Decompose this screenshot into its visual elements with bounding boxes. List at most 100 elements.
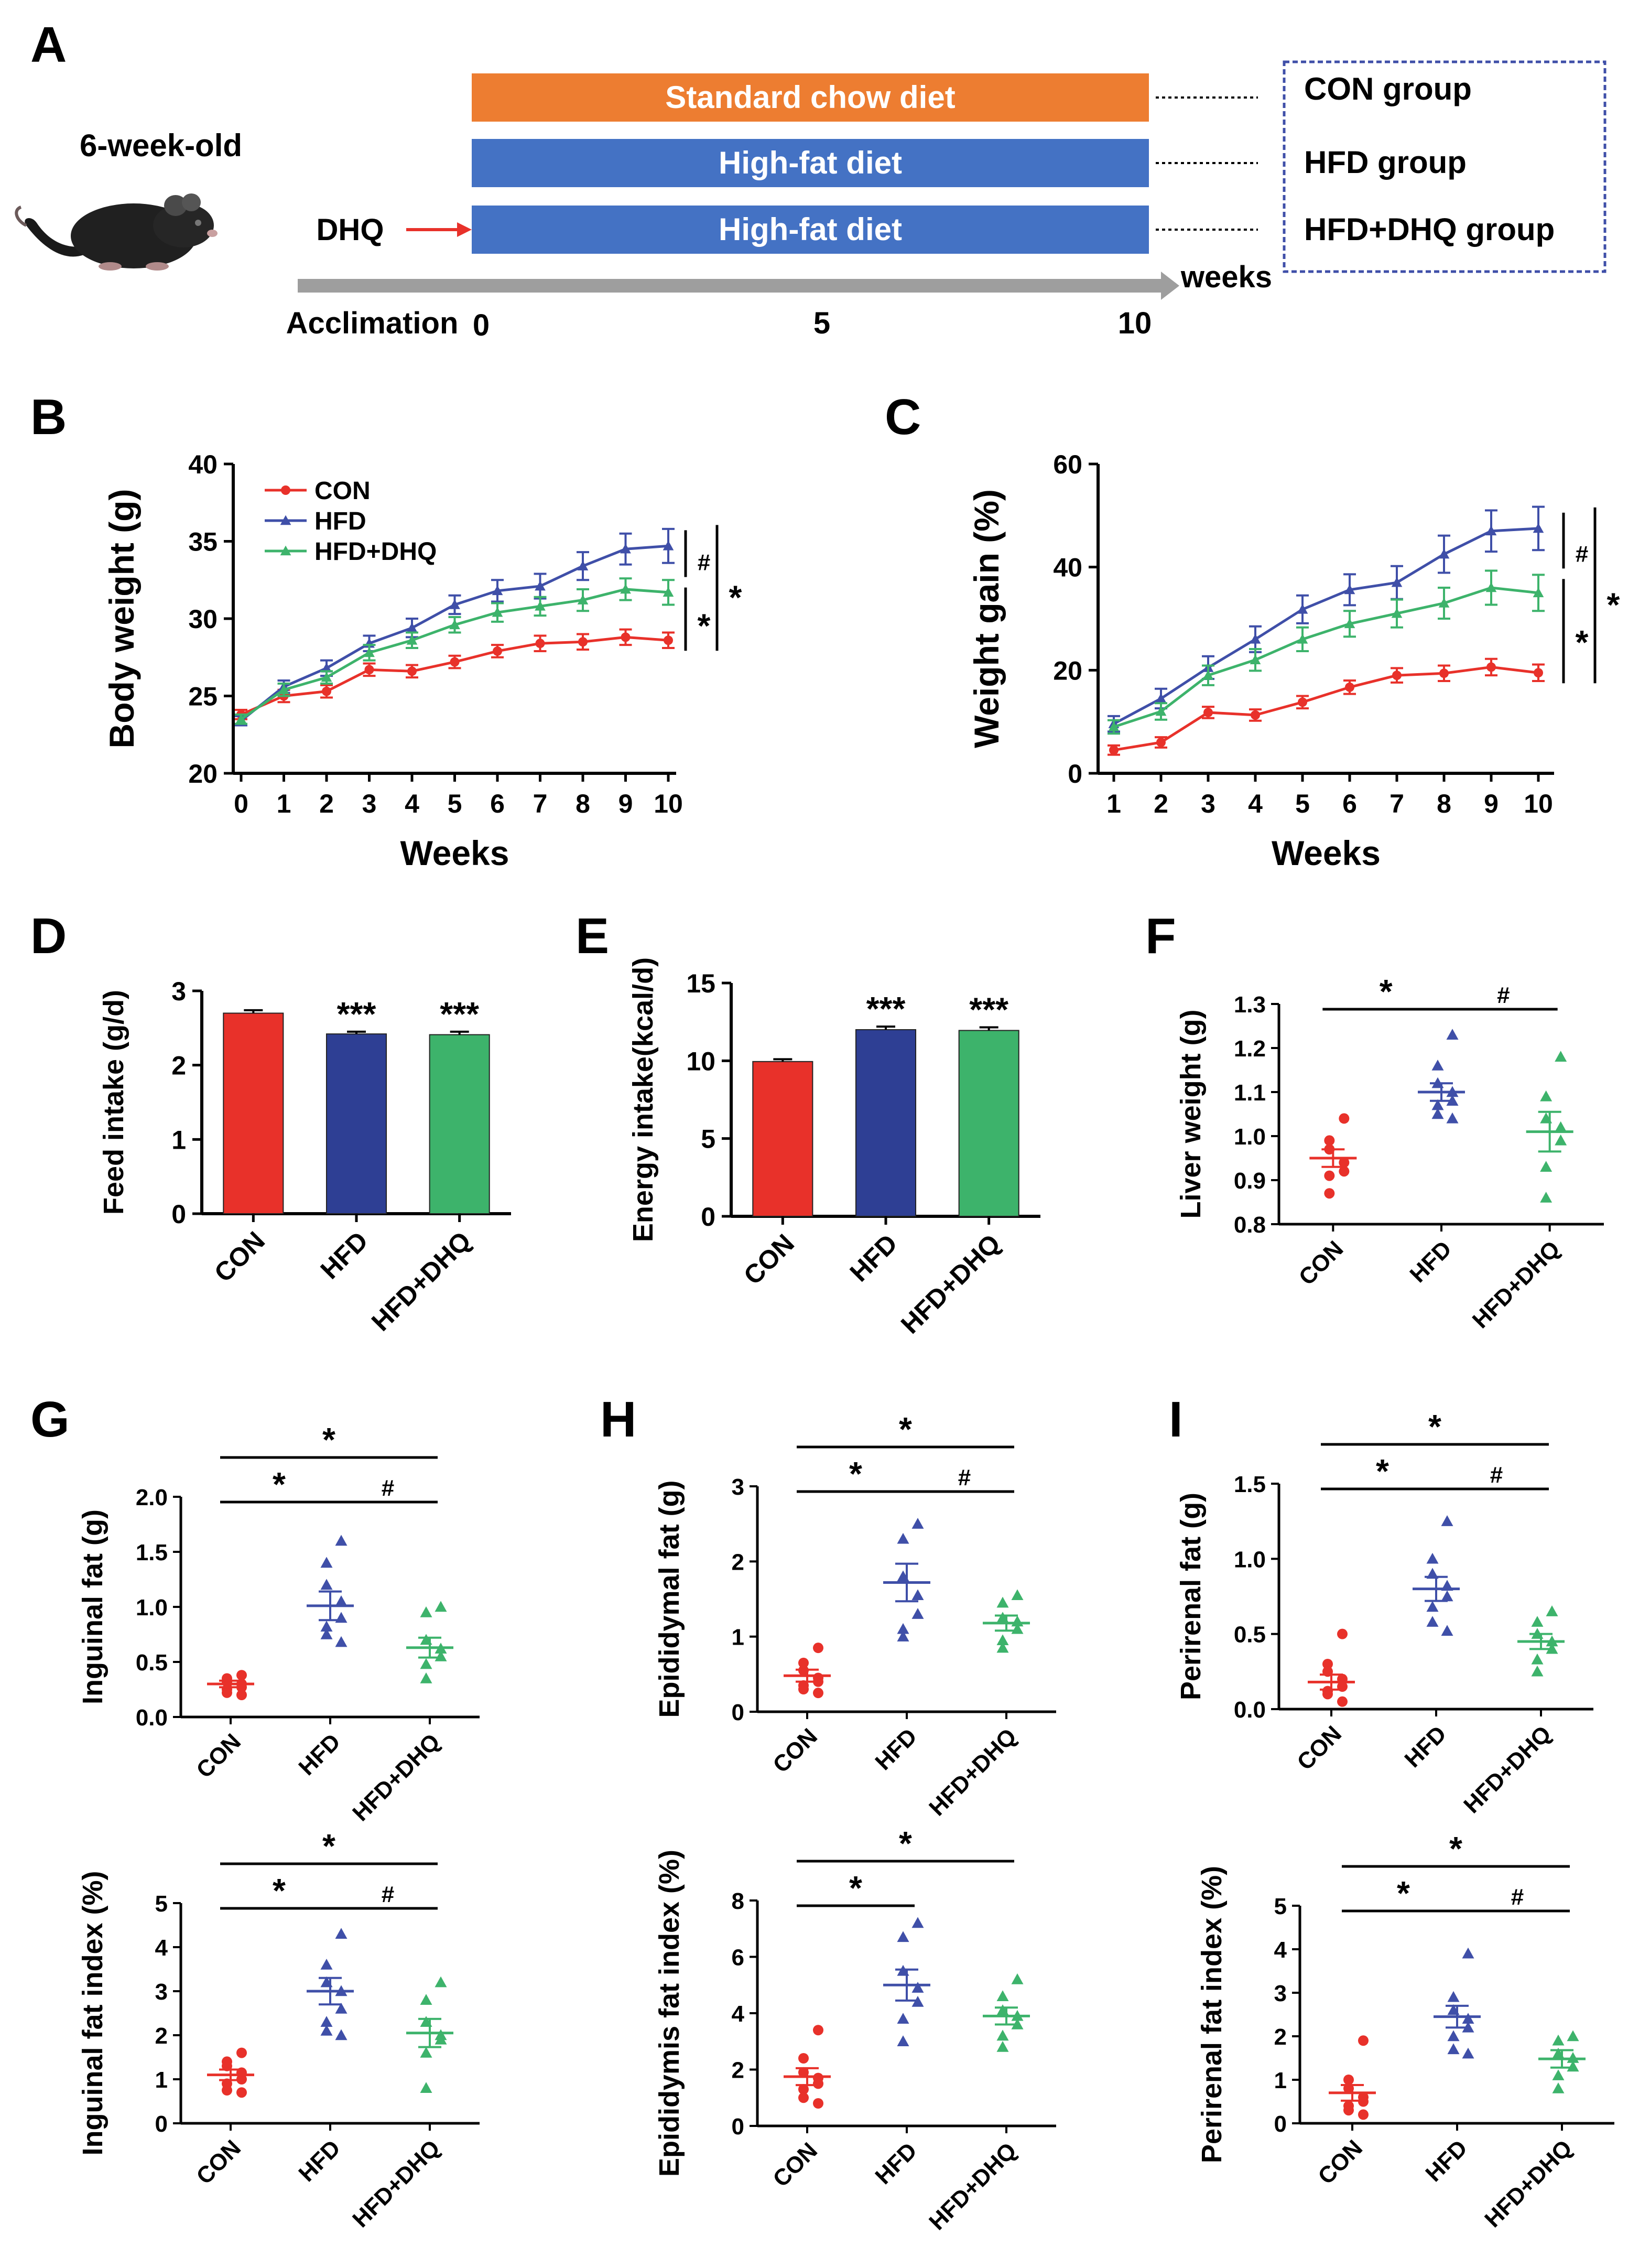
data-point <box>911 1608 924 1619</box>
comparison-label: * <box>849 1455 862 1493</box>
legend-label: HFD+DHQ <box>314 538 437 566</box>
x-tick-label: 1 <box>277 789 291 818</box>
dhq-arrow <box>406 222 472 237</box>
y-tick-label: 8 <box>732 1888 744 1914</box>
y-tick-label: 3 <box>1274 1981 1287 2006</box>
panel-letter-h: H <box>600 1391 636 1448</box>
data-point <box>1439 668 1449 678</box>
x-tick-label: 1 <box>1106 789 1121 818</box>
y-axis-title: Inguinal fat index (%) <box>77 1871 108 2155</box>
data-point <box>897 1931 909 1942</box>
timeline-label-5: 5 <box>813 306 830 340</box>
panel-letter-c: C <box>885 389 921 445</box>
data-point <box>1298 697 1307 707</box>
data-point <box>1297 633 1308 644</box>
y-tick-label: 0 <box>732 2114 744 2140</box>
y-axis-title: Liver weight (g) <box>1175 1009 1207 1218</box>
data-point <box>320 2025 333 2036</box>
timeline-arrowhead <box>1161 272 1179 300</box>
group-label-1: CON group <box>1304 71 1472 106</box>
data-point <box>406 634 418 645</box>
data-point <box>449 619 460 630</box>
comparison-label: * <box>1397 1874 1410 1912</box>
data-point <box>1441 1590 1453 1602</box>
mouse-icon <box>15 193 218 271</box>
data-point <box>321 663 332 673</box>
data-point <box>1531 1665 1544 1677</box>
y-tick-label: 2 <box>1274 2024 1287 2050</box>
data-point <box>1337 1696 1348 1707</box>
data-point <box>493 646 502 656</box>
data-point <box>420 1606 432 1617</box>
y-tick-label: 0.5 <box>1234 1622 1266 1648</box>
timeline-label-0: 0 <box>473 308 490 342</box>
y-axis-title: Epididymal fat (g) <box>654 1480 685 1718</box>
x-tick-label: 5 <box>1295 789 1310 818</box>
group-label-3: HFD+DHQ group <box>1304 212 1555 247</box>
data-point <box>897 1532 909 1544</box>
y-tick-label: 0 <box>171 1200 186 1229</box>
data-point <box>435 1601 447 1612</box>
diet-bar-label-2: High-fat diet <box>719 145 902 180</box>
data-point <box>813 1688 823 1699</box>
comparison-label: * <box>1428 1408 1441 1445</box>
data-point <box>1391 608 1403 618</box>
data-point <box>1011 1973 1024 1984</box>
data-point <box>1441 1515 1453 1526</box>
timeline-label-acclimation: Acclimation <box>286 306 459 340</box>
chart-weight-gain: 0 20 40 60 1 2 3 4 5 6 7 8 9 10 Weeks Weight gain (%) # *… <box>967 450 1620 872</box>
data-point <box>1109 745 1119 755</box>
y-tick-label: 0 <box>1274 2111 1287 2137</box>
y-axis-title: Weight gain (%) <box>967 489 1006 748</box>
sig-label: * <box>1607 586 1620 624</box>
series-line-hfd <box>1113 527 1539 725</box>
data-point <box>1552 2082 1565 2093</box>
data-point <box>813 2025 823 2036</box>
data-point <box>222 2085 232 2096</box>
data-point <box>1485 582 1497 592</box>
timeline-label-10: 10 <box>1118 306 1152 340</box>
data-point <box>222 1687 232 1698</box>
y-tick-label: 1 <box>732 1625 744 1650</box>
data-point <box>1358 2035 1369 2046</box>
comparison-label: # <box>1511 1884 1524 1910</box>
series-line-hfd-dhq <box>1113 586 1539 728</box>
data-point <box>1011 1589 1024 1601</box>
comparison-label: # <box>382 1882 394 1907</box>
data-point <box>420 1994 432 2005</box>
data-point <box>1534 668 1543 678</box>
series-line-con <box>1113 665 1539 752</box>
data-point <box>406 622 418 632</box>
x-tick-label: 5 <box>448 789 462 818</box>
data-point <box>435 1976 447 1988</box>
panel-letter-f: F <box>1145 908 1176 964</box>
y-tick-label: 3 <box>732 1474 744 1500</box>
data-point <box>813 1643 823 1654</box>
panel-letter-e: E <box>576 908 609 964</box>
data-point <box>1446 1029 1459 1040</box>
comparison-label: # <box>382 1475 394 1501</box>
data-point <box>1552 2069 1565 2080</box>
legend-label: CON <box>314 477 371 505</box>
data-point <box>435 2033 447 2045</box>
panel-letter-d: D <box>30 908 67 964</box>
data-point <box>1540 1090 1553 1101</box>
data-point <box>578 637 588 647</box>
y-tick-label: 2 <box>171 1051 186 1081</box>
data-point <box>911 1589 924 1601</box>
y-tick-label: 5 <box>701 1125 715 1154</box>
x-tick-label: 8 <box>1437 789 1451 818</box>
data-point <box>420 2047 432 2058</box>
y-axis-title: Body weight (g) <box>102 489 141 749</box>
panel-letter-i: I <box>1169 1391 1183 1448</box>
data-point <box>1322 1689 1333 1700</box>
data-point <box>1337 1628 1348 1639</box>
data-point <box>1251 710 1260 720</box>
data-point <box>663 587 674 597</box>
x-axis-title: Weeks <box>400 834 509 872</box>
y-tick-label: 1.1 <box>1234 1080 1266 1106</box>
y-tick-label: 0 <box>1068 759 1082 789</box>
y-axis-title: Epididymis fat index (%) <box>654 1850 685 2177</box>
y-tick-label: 60 <box>1053 450 1082 479</box>
